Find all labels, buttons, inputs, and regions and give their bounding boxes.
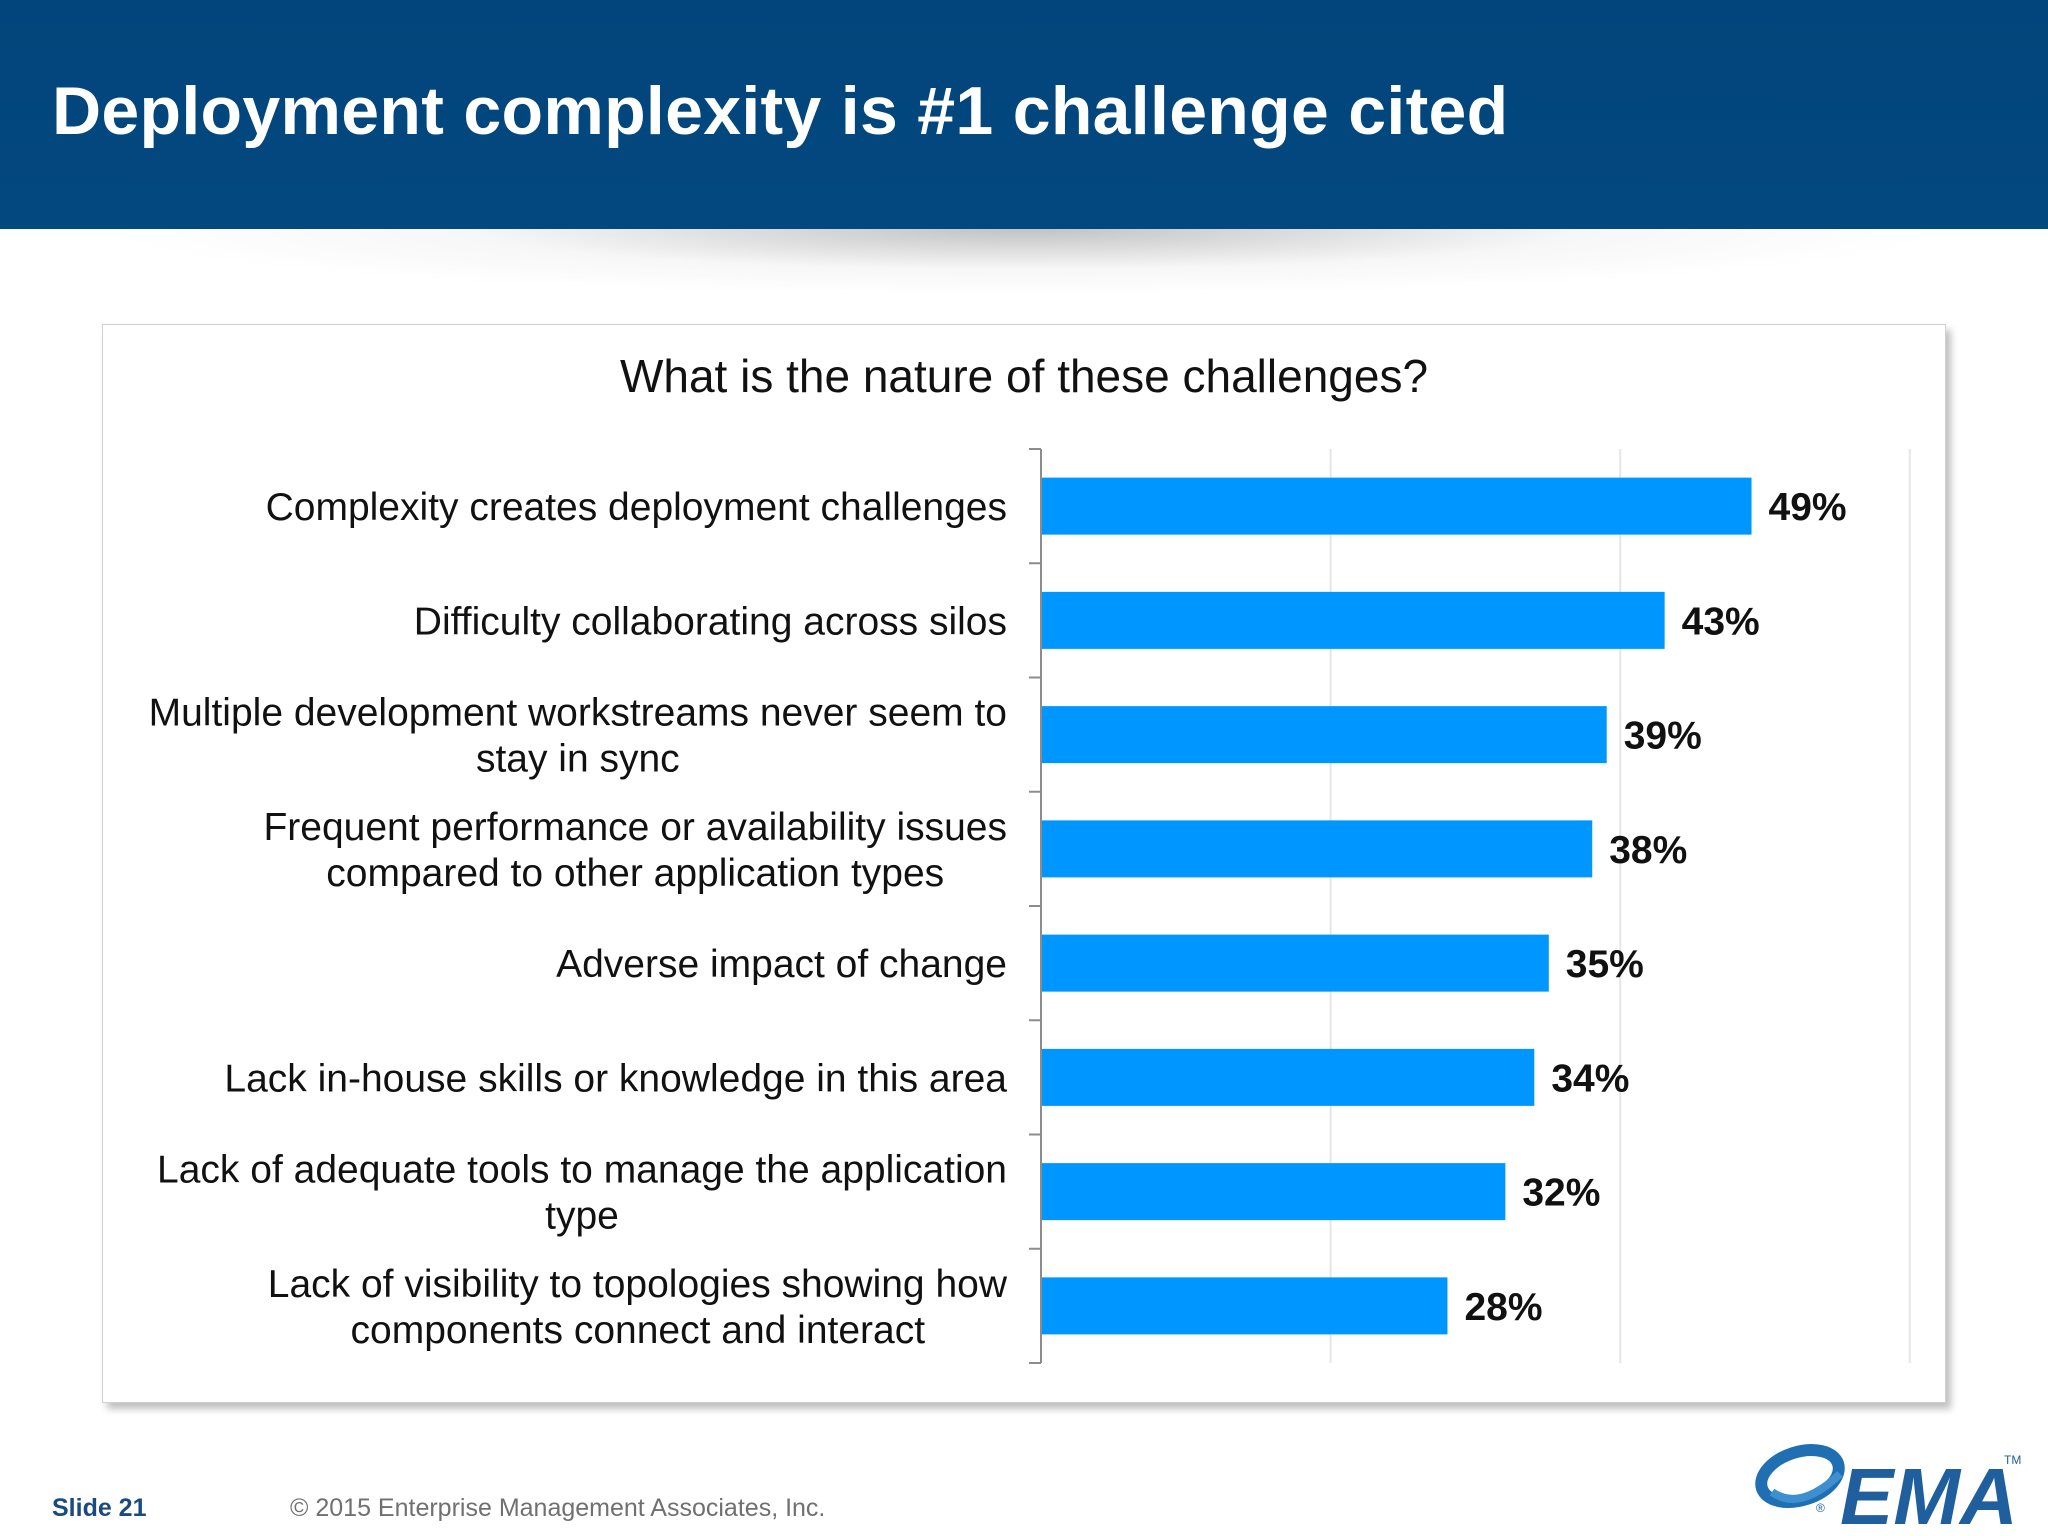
chart-panel: What is the nature of these challenges? … (102, 324, 1946, 1403)
bar (1042, 591, 1665, 649)
ema-logo: EMA TM ® (1755, 1444, 2021, 1534)
copyright-notice: © 2015 Enterprise Management Associates,… (290, 1494, 826, 1522)
data-label: 32% (1522, 1172, 1600, 1215)
bar (1042, 934, 1549, 992)
category-label: components connect and interact (351, 1309, 926, 1352)
category-label: compared to other application types (326, 852, 944, 895)
bar (1042, 1048, 1535, 1106)
category-label: type (545, 1195, 619, 1238)
logo-trademark: TM (2004, 1453, 2021, 1467)
logo-wordmark: EMA (1840, 1452, 2018, 1534)
category-label: Difficulty collaborating across silos (414, 600, 1007, 643)
bar (1042, 477, 1752, 535)
data-label: 28% (1464, 1286, 1542, 1329)
category-label: Lack of adequate tools to manage the app… (157, 1149, 1007, 1192)
swirl-icon (1755, 1444, 1845, 1508)
category-label: Complexity creates deployment challenges (266, 486, 1007, 529)
bar (1042, 1277, 1448, 1335)
data-label: 43% (1682, 600, 1760, 643)
slide-number: Slide 21 (52, 1494, 147, 1522)
bar (1042, 1163, 1506, 1221)
header-shadow (0, 229, 2048, 319)
category-label: Lack in-house skills or knowledge in thi… (224, 1057, 1007, 1100)
category-label: stay in sync (476, 738, 680, 781)
chart-title: What is the nature of these challenges? (619, 350, 1429, 402)
category-label: Lack of visibility to topologies showing… (268, 1263, 1008, 1306)
data-label: 38% (1609, 829, 1687, 872)
category-label: Adverse impact of change (556, 943, 1007, 986)
title-bar: Deployment complexity is #1 challenge ci… (0, 0, 2048, 229)
category-label: Multiple development workstreams never s… (149, 692, 1007, 735)
data-label: 35% (1566, 943, 1644, 986)
logo-registered: ® (1816, 1501, 1825, 1515)
data-label: 34% (1551, 1057, 1629, 1100)
bar (1042, 706, 1607, 764)
slide-title: Deployment complexity is #1 challenge ci… (52, 73, 1509, 149)
data-label: 39% (1624, 715, 1702, 758)
bar-chart: 49% Complexity creates deployment challen… (149, 448, 1911, 1364)
data-label: 49% (1769, 486, 1847, 529)
category-label: Frequent performance or availability iss… (263, 806, 1007, 849)
bar (1042, 820, 1593, 878)
